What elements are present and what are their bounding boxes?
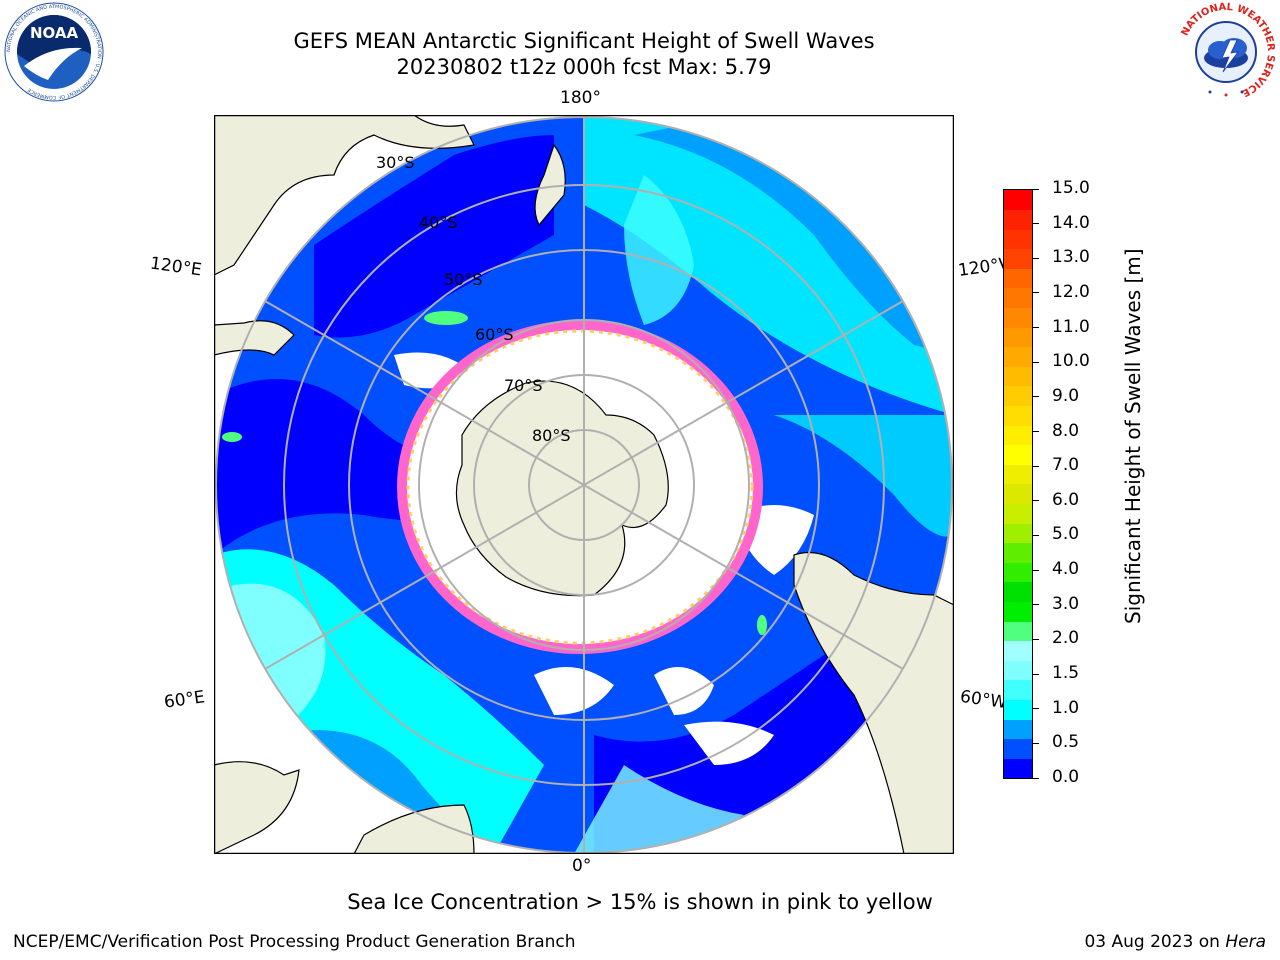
colorbar-segment xyxy=(1004,307,1032,328)
colorbar-tick-label: 10.0 xyxy=(1052,351,1090,372)
colorbar-segment xyxy=(1004,190,1032,211)
colorbar-segment xyxy=(1004,229,1032,250)
colorbar-tick-label: 4.0 xyxy=(1052,559,1080,580)
colorbar-segment xyxy=(1004,366,1032,387)
date-prefix: 03 Aug 2023 on xyxy=(1084,932,1226,952)
lon-label-60w: 60°W xyxy=(958,686,1009,714)
colorbar-segment xyxy=(1004,582,1032,603)
colorbar-segment xyxy=(1004,425,1032,446)
colorbar-segment xyxy=(1004,386,1032,407)
noaa-text: NOAA xyxy=(30,24,79,42)
colorbar-tick-label: 0.0 xyxy=(1052,767,1080,787)
lat-label-60s: 60°S xyxy=(475,325,514,344)
colorbar-tick-mark xyxy=(1033,257,1039,259)
colorbar-tick-label: 7.0 xyxy=(1052,455,1080,476)
colorbar-segment xyxy=(1004,405,1032,426)
lon-label-120e: 120°E xyxy=(148,253,203,281)
colorbar-segment xyxy=(1004,327,1032,348)
colorbar-tick-label: 6.0 xyxy=(1052,489,1080,510)
colorbar-tick-mark xyxy=(1033,327,1039,329)
colorbar-tick-mark xyxy=(1033,673,1039,675)
credit-text: NCEP/EMC/Verification Post Processing Pr… xyxy=(13,932,576,952)
lon-label-60e: 60°E xyxy=(162,687,207,713)
map-subtitle: 20230802 t12z 000h fcst Max: 5.79 xyxy=(396,55,772,79)
colorbar-segment xyxy=(1004,758,1032,779)
colorbar-tick-mark xyxy=(1033,292,1039,294)
colorbar-tick-label: 15.0 xyxy=(1052,178,1090,198)
colorbar-tick-mark xyxy=(1033,500,1039,502)
map-title: GEFS MEAN Antarctic Significant Height o… xyxy=(293,29,875,53)
lon-label-180: 180° xyxy=(560,88,601,108)
colorbar-tick-mark xyxy=(1033,742,1039,744)
colorbar-tick-mark xyxy=(1033,361,1039,363)
colorbar-tick-label: 12.0 xyxy=(1052,281,1090,302)
colorbar xyxy=(1003,189,1033,779)
colorbar-segment xyxy=(1004,601,1032,622)
colorbar-segment xyxy=(1004,503,1032,524)
colorbar-segment xyxy=(1004,484,1032,505)
colorbar-tick-label: 0.5 xyxy=(1052,732,1080,753)
colorbar-segment xyxy=(1004,542,1032,563)
colorbar-segment xyxy=(1004,699,1032,720)
colorbar-segment xyxy=(1004,288,1032,309)
colorbar-tick-label: 1.0 xyxy=(1052,697,1080,718)
colorbar-segment xyxy=(1004,562,1032,583)
colorbar-segment xyxy=(1004,738,1032,759)
lat-label-40s: 40°S xyxy=(419,213,458,232)
colorbar-segment xyxy=(1004,621,1032,642)
colorbar-segment xyxy=(1004,640,1032,661)
colorbar-tick-label: 11.0 xyxy=(1052,316,1090,337)
colorbar-tick-mark xyxy=(1033,431,1039,433)
colorbar-tick-label: 14.0 xyxy=(1052,212,1090,233)
colorbar-segment xyxy=(1004,523,1032,544)
lat-label-80s: 80°S xyxy=(532,426,571,445)
lat-label-70s: 70°S xyxy=(504,376,543,395)
date-stamp: 03 Aug 2023 on Hera xyxy=(1084,932,1266,952)
colorbar-segment xyxy=(1004,464,1032,485)
colorbar-tick-mark xyxy=(1033,604,1039,606)
system-name: Hera xyxy=(1225,932,1266,952)
lat-label-50s: 50°S xyxy=(444,270,483,289)
colorbar-tick-label: 8.0 xyxy=(1052,420,1080,441)
colorbar-tick-mark xyxy=(1033,638,1039,640)
colorbar-tick-label: 2.0 xyxy=(1052,628,1080,649)
colorbar-segment xyxy=(1004,268,1032,289)
lat-label-30s: 30°S xyxy=(376,153,415,172)
colorbar-segment xyxy=(1004,209,1032,230)
colorbar-tick-mark xyxy=(1033,223,1039,225)
colorbar-tick-label: 1.5 xyxy=(1052,663,1080,684)
colorbar-tick-mark xyxy=(1033,465,1039,467)
colorbar-tick-mark xyxy=(1033,534,1039,536)
colorbar-tick-mark xyxy=(1033,188,1039,190)
colorbar-tick-mark xyxy=(1033,569,1039,571)
nws-logo: NATIONAL WEATHER SERVICE xyxy=(1177,2,1276,101)
colorbar-segment xyxy=(1004,444,1032,465)
colorbar-segment xyxy=(1004,248,1032,269)
colorbar-tick-label: 3.0 xyxy=(1052,593,1080,614)
colorbar-segment xyxy=(1004,346,1032,367)
colorbar-tick-label: 9.0 xyxy=(1052,385,1080,406)
colorbar-segment xyxy=(1004,719,1032,740)
noaa-logo: NOAA NATIONAL OCEANIC AND ATMOSPHERIC AD… xyxy=(4,2,104,102)
colorbar-segment xyxy=(1004,660,1032,681)
polar-map: 30°S 40°S 50°S 60°S 70°S 80°S xyxy=(214,115,954,854)
colorbar-tick-label: 13.0 xyxy=(1052,247,1090,268)
colorbar-tick-label: 5.0 xyxy=(1052,524,1080,545)
sea-ice-note: Sea Ice Concentration > 15% is shown in … xyxy=(347,890,933,914)
colorbar-tick-mark xyxy=(1033,708,1039,710)
colorbar-title: Significant Height of Swell Waves [m] xyxy=(1121,248,1145,624)
lon-label-0: 0° xyxy=(572,856,592,876)
colorbar-tick-mark xyxy=(1033,396,1039,398)
colorbar-tick-mark xyxy=(1033,777,1039,779)
colorbar-segment xyxy=(1004,680,1032,701)
